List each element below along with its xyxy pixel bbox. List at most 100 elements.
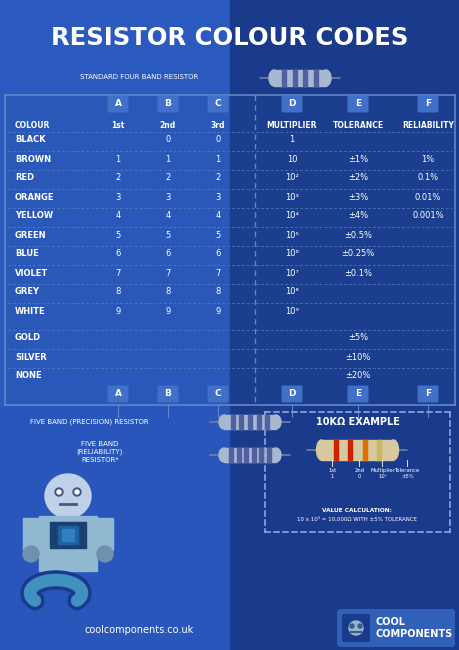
Text: ±2%: ±2% [347,174,367,183]
Bar [282,70,286,86]
Bar [251,448,255,462]
Text: Multiplier
10³: Multiplier 10³ [369,468,394,479]
Text: ±10%: ±10% [345,352,370,361]
Text: D: D [288,389,295,398]
Bar [0,0,230,650]
Bar [347,440,352,460]
Text: COOL: COOL [375,617,405,627]
Text: SILVER: SILVER [15,352,47,361]
Text: ±0.25%: ±0.25% [341,250,374,259]
Text: 6: 6 [115,250,120,259]
Text: C: C [214,99,221,109]
Text: 7: 7 [115,268,120,278]
FancyBboxPatch shape [207,96,228,112]
FancyBboxPatch shape [157,385,178,402]
Ellipse shape [388,440,397,460]
Ellipse shape [269,70,279,86]
Text: BROWN: BROWN [15,155,51,164]
Bar [230,0,459,650]
Text: BLUE: BLUE [15,250,39,259]
Bar [23,518,39,550]
Bar [5,95,454,405]
Text: RED: RED [15,174,34,183]
Text: E: E [354,389,360,398]
Text: ±0.1%: ±0.1% [343,268,371,278]
Text: GREEN: GREEN [15,231,46,239]
FancyBboxPatch shape [417,385,437,402]
Bar [265,415,269,429]
Ellipse shape [97,546,113,562]
Text: 0.001%: 0.001% [411,211,443,220]
Bar [0,407,230,650]
Ellipse shape [316,440,326,460]
Text: 3: 3 [165,192,170,202]
Bar [62,529,74,541]
FancyBboxPatch shape [281,96,302,112]
Bar [230,415,234,429]
Text: WHITE: WHITE [15,307,45,315]
Text: 9: 9 [165,307,170,315]
Text: A: A [114,99,121,109]
Text: 8: 8 [215,287,220,296]
Text: RESISTOR COLOUR CODES: RESISTOR COLOUR CODES [51,26,408,50]
Text: Tolerance
±5%: Tolerance ±5% [394,468,419,479]
FancyBboxPatch shape [347,385,368,402]
Text: 3rd: 3rd [210,120,225,129]
Text: RELIABILITY: RELIABILITY [401,120,453,129]
Text: B: B [164,99,171,109]
Ellipse shape [357,624,361,628]
Text: 2: 2 [165,174,170,183]
Ellipse shape [348,621,362,635]
Text: F: F [424,389,430,398]
FancyBboxPatch shape [341,614,369,642]
Ellipse shape [75,490,79,494]
Ellipse shape [270,448,280,462]
Text: FIVE BAND (PRECISION) RESISTOR: FIVE BAND (PRECISION) RESISTOR [30,419,148,425]
Bar [244,448,248,462]
Text: ±0.5%: ±0.5% [343,231,371,239]
Text: 1%: 1% [420,155,434,164]
Bar [333,440,337,460]
Ellipse shape [73,488,81,496]
Text: 1st: 1st [111,120,124,129]
Text: 0: 0 [215,135,220,144]
Text: ORANGE: ORANGE [15,192,54,202]
Text: 10⁴: 10⁴ [285,211,298,220]
Bar [58,526,78,544]
Text: 3: 3 [115,192,120,202]
Bar [258,448,263,462]
Bar [50,522,86,548]
Ellipse shape [218,415,229,429]
Text: GREY: GREY [15,287,40,296]
Text: 10: 10 [286,155,297,164]
Bar [376,440,380,460]
Text: FIVE BAND
(RELIABILITY)
RESISTOR*: FIVE BAND (RELIABILITY) RESISTOR* [77,441,123,463]
Text: 1: 1 [215,155,220,164]
Ellipse shape [55,488,63,496]
Text: 2: 2 [115,174,120,183]
Text: ±1%: ±1% [347,155,367,164]
Text: ±20%: ±20% [345,372,370,380]
Text: 2: 2 [215,174,220,183]
Bar [236,448,241,462]
Text: 9: 9 [215,307,220,315]
Text: STANDARD FOUR BAND RESISTOR: STANDARD FOUR BAND RESISTOR [80,74,198,80]
Bar [274,70,325,86]
Text: D: D [288,99,295,109]
Text: coolcomponents.co.uk: coolcomponents.co.uk [85,625,194,635]
Text: 6: 6 [165,250,170,259]
FancyBboxPatch shape [207,385,228,402]
Text: ±4%: ±4% [347,211,367,220]
Text: 0.1%: 0.1% [416,174,437,183]
Text: 1st
1: 1st 1 [328,468,336,479]
Text: 1: 1 [289,135,294,144]
Text: 10⁶: 10⁶ [285,250,298,259]
Ellipse shape [270,415,280,429]
FancyBboxPatch shape [417,96,437,112]
FancyBboxPatch shape [157,96,178,112]
Text: 10³: 10³ [285,192,298,202]
Text: F: F [424,99,430,109]
FancyBboxPatch shape [281,385,302,402]
Text: 8: 8 [165,287,170,296]
Text: VIOLET: VIOLET [15,268,48,278]
